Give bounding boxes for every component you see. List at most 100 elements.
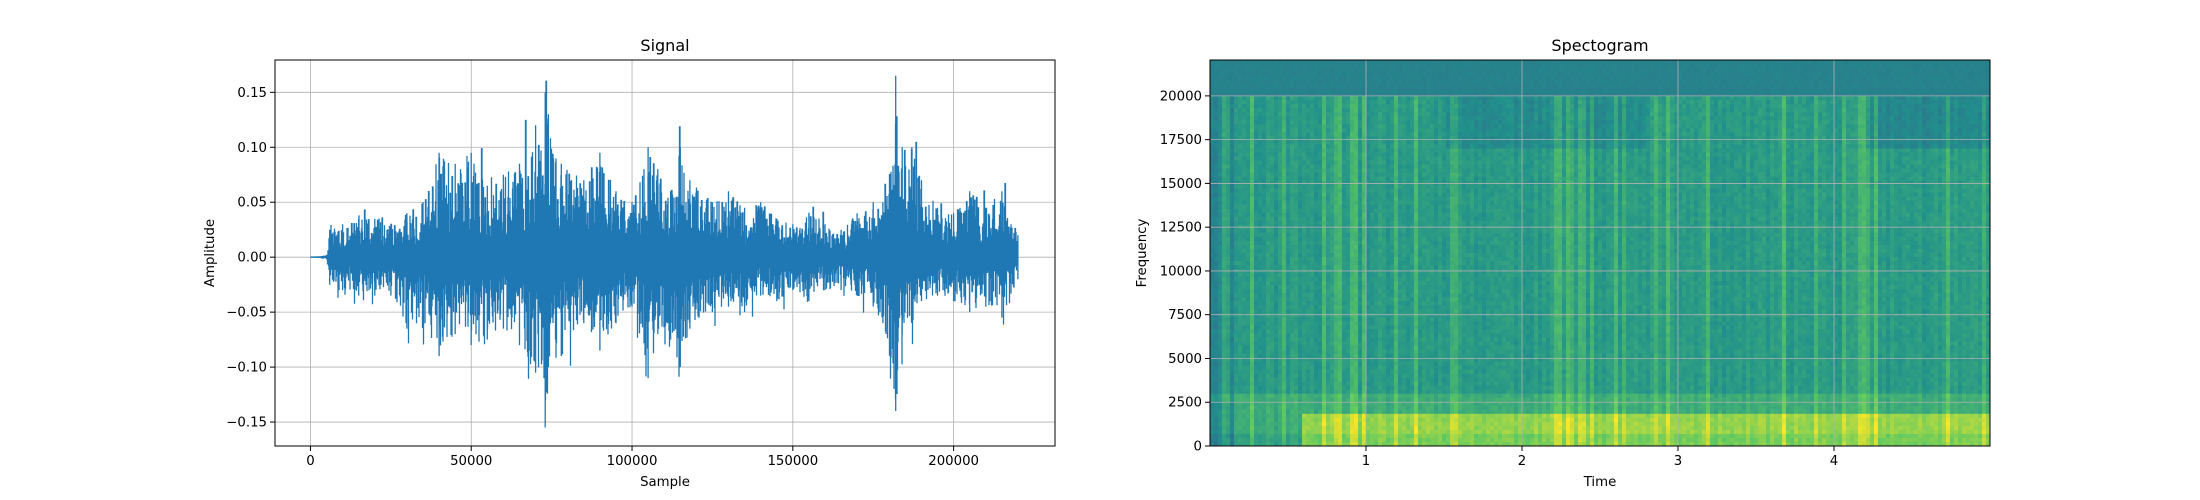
spectrogram-cell <box>1270 136 1275 142</box>
spectrogram-cell <box>1378 369 1383 375</box>
spectrogram-cell <box>1306 413 1311 419</box>
spectrogram-cell <box>1350 345 1355 351</box>
spectrogram-cell <box>1274 128 1279 133</box>
spectrogram-cell <box>1390 64 1395 69</box>
spectrogram-cell <box>1230 176 1235 182</box>
spectrogram-cell <box>1282 132 1287 137</box>
spectrogram-cell <box>1310 317 1315 322</box>
spectrogram-cell <box>1414 164 1419 170</box>
spectrogram-cell <box>1330 228 1335 234</box>
spectrogram-cell <box>1266 425 1271 431</box>
spectrogram-cell <box>1262 253 1267 258</box>
spectrogram-cell <box>1398 261 1403 266</box>
spectrogram-cell <box>1358 196 1363 202</box>
spectrogram-cell <box>1282 253 1287 258</box>
spectrogram-cell <box>1238 136 1243 142</box>
spectrogram-cell <box>1410 317 1415 322</box>
spectrogram-cell <box>1394 285 1399 290</box>
spectrogram-cell <box>1298 373 1303 379</box>
spectrogram-cell <box>1250 60 1255 65</box>
spectrogram-cell <box>1282 192 1287 198</box>
spectrogram-cell <box>1406 413 1411 419</box>
spectrogram-cell <box>1310 168 1315 174</box>
spectrogram-cell <box>1398 244 1403 250</box>
spectrogram-cell <box>1398 120 1403 125</box>
spectrogram-cell <box>1318 337 1323 343</box>
spectrogram-cell <box>1306 393 1311 399</box>
spectrogram-cell <box>1318 437 1323 443</box>
spectrogram-cell <box>1342 417 1347 423</box>
spectrogram-cell <box>1274 437 1279 443</box>
spectrogram-cell <box>1354 116 1359 121</box>
spectrogram-cell <box>1262 76 1267 81</box>
spectrogram-cell <box>1358 124 1363 129</box>
spectrogram-cell <box>1246 285 1251 290</box>
spectrogram-cell <box>1262 381 1267 387</box>
spectrogram-cell <box>1306 216 1311 222</box>
spectrogram-cell <box>1286 385 1291 391</box>
spectrogram-cell <box>1390 333 1395 339</box>
spectrogram-cell <box>1322 232 1327 238</box>
spectrogram-cell <box>1250 248 1255 254</box>
spectrogram-cell <box>1314 333 1319 339</box>
spectrogram-cell <box>1322 212 1327 218</box>
spectrogram-cell <box>1290 377 1295 383</box>
spectrogram-cell <box>1334 160 1339 166</box>
spectrogram-cell <box>1254 148 1259 154</box>
spectrogram-cell <box>1238 180 1243 186</box>
spectrogram-cell <box>1270 429 1275 435</box>
spectrogram-cell <box>1278 421 1283 427</box>
spectrogram-cell <box>1282 244 1287 250</box>
spectrogram-cell <box>1234 192 1239 198</box>
spectrogram-cell <box>1234 353 1239 359</box>
spectrogram-cell <box>1346 100 1351 105</box>
spectrogram-cell <box>1362 357 1367 363</box>
spectrogram-cell <box>1326 236 1331 242</box>
spectrogram-cell <box>1282 152 1287 158</box>
spectrogram-cell <box>1266 257 1271 262</box>
spectrogram-cell <box>1406 248 1411 254</box>
spectrogram-cell <box>1286 144 1291 150</box>
spectrogram-cell <box>1218 104 1223 109</box>
spectrogram-cell <box>1242 393 1247 399</box>
spectrogram-cell <box>1342 393 1347 399</box>
spectrogram-cell <box>1310 277 1315 282</box>
spectrogram-cell <box>1350 92 1355 97</box>
spectrogram-cell <box>1238 204 1243 210</box>
spectrogram-cell <box>1326 136 1331 142</box>
spectrogram-cell <box>1286 212 1291 218</box>
spectrogram-cell <box>1346 208 1351 214</box>
spectrogram-cell <box>1254 172 1259 178</box>
spectrogram-cell <box>1398 405 1403 411</box>
spectrogram-cell <box>1378 421 1383 427</box>
spectrogram-cell <box>1414 180 1419 186</box>
spectrogram-cell <box>1298 301 1303 306</box>
spectrogram-cell <box>1342 337 1347 343</box>
spectrogram-cell <box>1402 277 1407 282</box>
spectrogram-cell <box>1386 76 1391 81</box>
spectrogram-cell <box>1254 220 1259 226</box>
spectrogram-cell <box>1226 353 1231 359</box>
spectrogram-cell <box>1286 160 1291 166</box>
spectrogram-cell <box>1370 124 1375 129</box>
spectrogram-cell <box>1398 369 1403 375</box>
spectrogram-cell <box>1338 401 1343 407</box>
spectrogram-cell <box>1338 325 1343 330</box>
spectrogram-cell <box>1370 441 1375 446</box>
spectrogram-cell <box>1290 240 1295 246</box>
spectrogram-cell <box>1286 240 1291 246</box>
spectrogram-cell <box>1242 429 1247 435</box>
spectrogram-cell <box>1410 104 1415 109</box>
spectrogram-cell <box>1286 172 1291 178</box>
spectrogram-cell <box>1398 240 1403 246</box>
spectrogram-cell <box>1346 345 1351 351</box>
spectrogram-cell <box>1350 289 1355 294</box>
spectrogram-cell <box>1218 425 1223 431</box>
spectrogram-cell <box>1370 281 1375 286</box>
spectrogram-cell <box>1302 148 1307 154</box>
spectrogram-cell <box>1390 84 1395 89</box>
spectrogram-cell <box>1294 168 1299 174</box>
spectrogram-cell <box>1326 228 1331 234</box>
spectrogram-cell <box>1254 192 1259 198</box>
spectrogram-cell <box>1366 152 1371 158</box>
